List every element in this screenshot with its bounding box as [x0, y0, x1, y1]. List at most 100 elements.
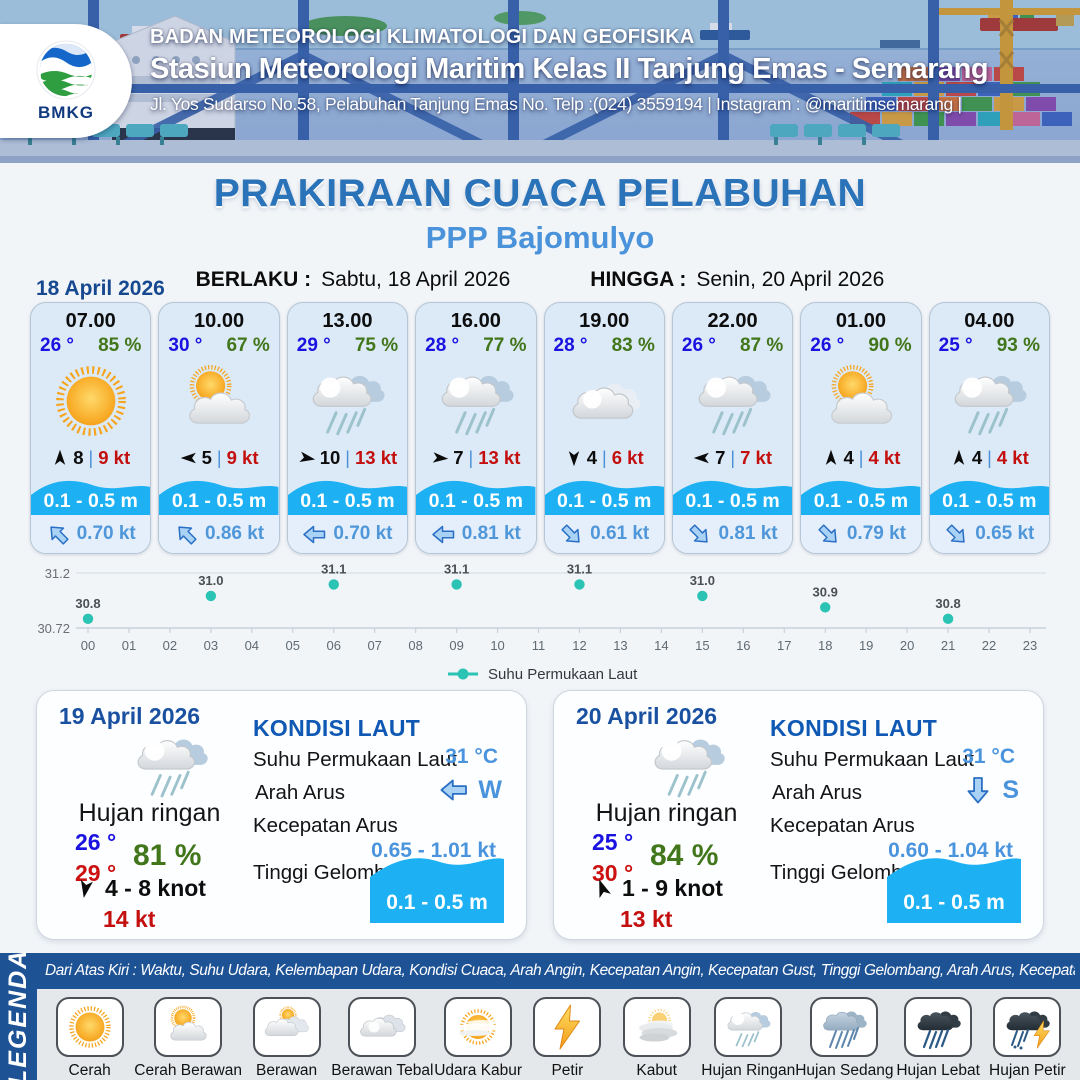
wave-height: 0.1 - 0.5 m — [171, 490, 267, 512]
legend-description: Dari Atas Kiri : Waktu, Suhu Udara, Kele… — [45, 962, 1075, 979]
separator: | — [216, 447, 222, 468]
station-name: Stasiun Meteorologi Maritim Kelas II Tan… — [150, 53, 989, 85]
forecast-card: 01.00 26 ° 90 % 4 | 4 kt — [800, 302, 922, 554]
forecast-time: 16.00 — [450, 310, 501, 332]
wave-height: 0.1 - 0.5 m — [685, 490, 780, 512]
forecast-card: 04.00 25 ° 93 % 4 | 4 kt — [928, 302, 1050, 554]
svg-text:22: 22 — [982, 638, 996, 653]
wind-row: 7 | 7 kt — [673, 444, 792, 472]
berlaku-value: Sabtu, 18 April 2026 — [321, 268, 511, 291]
svg-text:06: 06 — [327, 638, 341, 653]
air-temperature: 26 ° — [681, 335, 716, 356]
current-direction-icon — [939, 516, 974, 551]
bmkg-logo-text: BMKG — [38, 103, 94, 122]
current-row: 0.81 kt — [672, 515, 793, 553]
separator: | — [468, 447, 474, 468]
day-humidity: 84 % — [650, 839, 719, 872]
current-speed: 0.81 kt — [461, 523, 521, 544]
day-gust: 13 kt — [620, 906, 673, 932]
wind-direction-icon — [180, 449, 198, 467]
separator: | — [987, 447, 992, 468]
svg-text:10: 10 — [490, 638, 504, 653]
current-direction-letter: W — [478, 775, 502, 804]
legend-item: Hujan Lebat — [893, 997, 982, 1080]
current-direction-icon — [431, 522, 456, 547]
legend-item-label: Udara Kabur — [434, 1062, 523, 1079]
wave-height-band: 0.1 - 0.5 m — [544, 475, 664, 515]
sst-label: Suhu Permukaan Laut — [253, 748, 457, 771]
current-row: 0.79 kt — [801, 515, 921, 553]
forecast-card: 19.00 28 ° 83 % 4 | 6 kt — [543, 302, 665, 554]
weather-icon — [819, 359, 903, 443]
legend-weather-icon — [163, 1002, 213, 1052]
separator: | — [602, 447, 607, 468]
svg-text:01: 01 — [122, 638, 136, 653]
legend-weather-icon — [819, 1002, 869, 1052]
wave-height-value: 0.1 - 0.5 m — [386, 891, 488, 914]
header-banner: BMKG BADAN METEOROLOGI KLIMATOLOGI DAN G… — [0, 0, 1080, 163]
svg-text:31.0: 31.0 — [198, 573, 223, 588]
svg-text:31.1: 31.1 — [321, 561, 346, 576]
wave-shape — [287, 480, 408, 515]
weather-icon — [434, 359, 518, 443]
wind-speed: 4 — [843, 447, 854, 468]
wind-direction-icon — [565, 449, 583, 467]
wave-height-band: 0.1 - 0.5 m — [416, 475, 536, 515]
sst-value: 31 °C — [962, 745, 1015, 768]
legend-icon-box — [444, 997, 513, 1057]
current-row: 0.70 kt — [287, 515, 408, 553]
current-direction-icon — [302, 522, 327, 547]
temp-max: 30 ° — [592, 860, 634, 886]
legend-weather-icon — [65, 1002, 115, 1052]
separator: | — [730, 447, 736, 468]
wave-shape — [544, 480, 664, 515]
forecast-time: 01.00 — [835, 310, 886, 332]
current-direction-letter: S — [1002, 775, 1019, 804]
current-speed: 0.70 kt — [333, 523, 393, 544]
forecast-time: 04.00 — [964, 310, 1015, 332]
day-wind-range: 4 - 8 knot — [105, 875, 206, 901]
forecast-time: 10.00 — [194, 310, 245, 332]
wave-shape — [416, 480, 536, 515]
forecast-time: 19.00 — [579, 310, 630, 332]
air-temperature: 28 ° — [425, 335, 460, 356]
day-weather-icon — [638, 723, 738, 805]
svg-text:31.1: 31.1 — [444, 561, 469, 576]
legend-item-label: Berawan — [256, 1062, 318, 1079]
svg-text:30.8: 30.8 — [935, 596, 960, 611]
wave-height-band: 0.1 - 0.5 m — [672, 475, 793, 515]
hingga-label: HINGGA : — [590, 268, 687, 291]
day-forecast-card: 20 April 2026 Hujan ringan 25 ° 30 ° 84 … — [553, 690, 1044, 940]
wave-shape — [159, 480, 279, 515]
legend-item-label: Berawan Tebal — [331, 1062, 434, 1079]
current-speed: 0.86 kt — [204, 523, 265, 544]
forecast-time: 22.00 — [707, 310, 758, 332]
current-row: 0.86 kt — [159, 515, 279, 553]
port-name: PPP Bajomulyo — [425, 220, 655, 255]
humidity-value: 83 % — [611, 335, 655, 356]
current-direction-value: S — [963, 775, 1019, 805]
svg-text:14: 14 — [654, 638, 668, 653]
weather-icon — [691, 359, 775, 443]
wave-height-band: 0.1 - 0.5 m — [801, 475, 921, 515]
wind-gust: 13 kt — [354, 447, 398, 468]
wind-row: 4 | 4 kt — [930, 444, 1049, 472]
wind-gust: 4 kt — [996, 447, 1029, 468]
air-temperature: 26 ° — [810, 335, 845, 356]
humidity-value: 85 % — [98, 335, 142, 356]
svg-text:20: 20 — [900, 638, 914, 653]
legend-item: Kabut — [612, 997, 701, 1080]
hingga-value: Senin, 20 April 2026 — [696, 268, 885, 291]
svg-text:05: 05 — [286, 638, 300, 653]
wave-height-band: 0.1 - 0.5 m — [159, 475, 279, 515]
wave-height-band: 0.1 - 0.5 m — [31, 475, 151, 515]
legend-weather-icon — [632, 1002, 682, 1052]
svg-text:30.72: 30.72 — [37, 621, 70, 636]
legend-item-label: Kabut — [636, 1062, 677, 1079]
wave-height: 0.1 - 0.5 m — [813, 490, 909, 512]
forecast-time: 13.00 — [322, 310, 373, 332]
legend-item: Cerah — [45, 997, 134, 1080]
wind-row: 4 | 6 kt — [545, 444, 664, 472]
current-direction-icon — [40, 516, 75, 551]
forecast-time: 07.00 — [65, 310, 116, 332]
